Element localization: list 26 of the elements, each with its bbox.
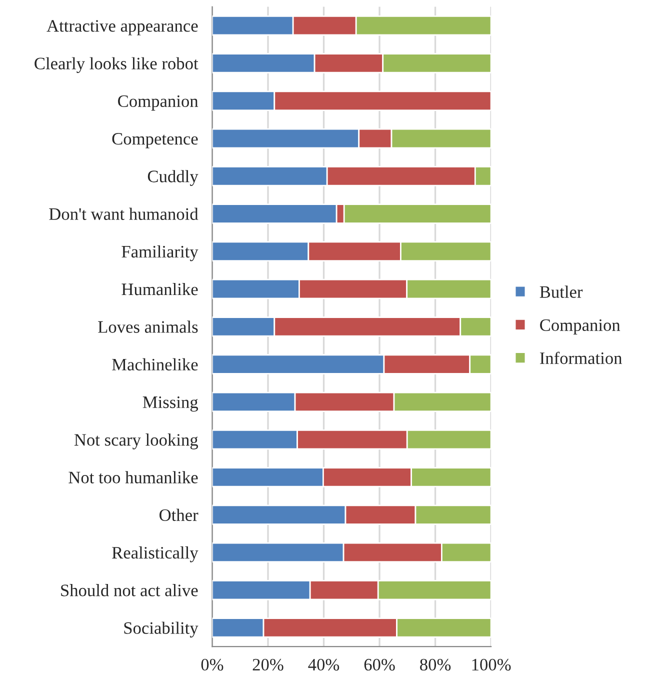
- legend-label: Butler: [540, 286, 583, 298]
- x-tick-label: 20%: [252, 658, 284, 671]
- y-tick-label: Loves animals: [98, 320, 198, 333]
- y-tick-label: Competence: [112, 133, 198, 148]
- legend-label: Companion: [540, 319, 620, 335]
- x-tick-label: 40%: [308, 658, 340, 671]
- y-tick-label: Not scary looking: [74, 434, 198, 450]
- x-tick-label: 80%: [420, 658, 451, 671]
- y-tick-label: Clearly looks like robot: [34, 57, 198, 73]
- x-tick-label: 0%: [201, 658, 224, 671]
- y-tick-label: Attractive appearance: [46, 20, 198, 36]
- y-tick-label: Realistically: [112, 546, 198, 562]
- x-tick-label: 60%: [364, 658, 395, 671]
- y-tick-label: Humanlike: [122, 282, 198, 296]
- y-tick-label: Should not act alive: [61, 584, 198, 596]
- x-tick-label: 100%: [472, 658, 511, 671]
- y-tick-label: Missing: [142, 396, 198, 412]
- y-tick-label: Don't want humanoid: [49, 208, 198, 220]
- legend-label: Information: [540, 352, 622, 364]
- y-tick-label: Cuddly: [148, 170, 198, 186]
- y-tick-label: Sociability: [124, 622, 198, 638]
- y-tick-label: Familiarity: [122, 245, 198, 262]
- y-tick-label: Machinelike: [112, 358, 198, 370]
- y-tick-label: Other: [160, 508, 198, 522]
- y-tick-label: Companion: [118, 95, 198, 111]
- y-tick-label: Not too humanlike: [68, 471, 198, 484]
